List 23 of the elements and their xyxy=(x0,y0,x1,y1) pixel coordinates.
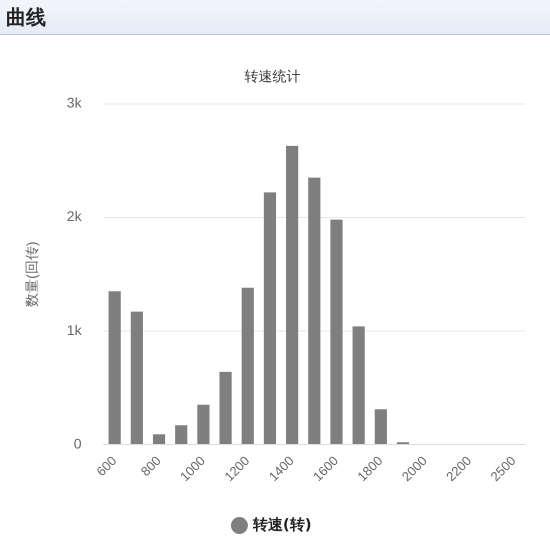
bar xyxy=(330,220,343,444)
y-tick-label: 1k xyxy=(66,322,83,338)
bar xyxy=(197,404,210,444)
bar xyxy=(374,409,387,444)
bar xyxy=(130,312,143,444)
bar xyxy=(286,146,298,444)
y-tick-label: 0 xyxy=(74,435,82,452)
bar xyxy=(175,425,188,444)
bar xyxy=(152,434,166,444)
y-tick-label: 2k xyxy=(66,208,83,224)
text: 曲线 xyxy=(0,0,550,35)
x-tick-label: 800 xyxy=(138,453,164,480)
bar xyxy=(308,178,320,444)
bar xyxy=(352,326,365,444)
bar xyxy=(108,291,121,444)
bar xyxy=(264,192,276,444)
y-tick-label: 3k xyxy=(66,94,83,111)
chart-title: 转速统计 xyxy=(244,69,300,86)
y-axis-title: 数量(回传) xyxy=(23,241,40,307)
bar xyxy=(242,288,254,444)
legend-label: 转速(转) xyxy=(252,515,312,534)
bar xyxy=(219,372,232,444)
x-tick-label: 600 xyxy=(93,453,120,480)
